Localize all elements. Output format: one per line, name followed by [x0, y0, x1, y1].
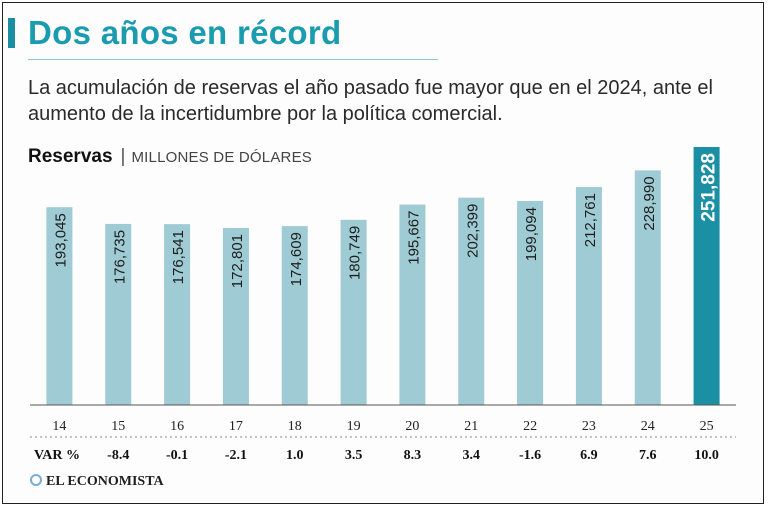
logo-text: EL ECONOMISTA — [46, 474, 164, 489]
title-divider — [28, 59, 438, 60]
x-tick-label: 23 — [582, 419, 596, 434]
var-row-label: VAR % — [34, 448, 80, 463]
x-tick-label: 25 — [700, 419, 714, 434]
x-tick-label: 19 — [347, 419, 361, 434]
bar-value-label: 228,990 — [641, 176, 658, 230]
bar — [340, 219, 367, 405]
x-tick-label: 22 — [523, 419, 537, 434]
logo-icon — [30, 474, 42, 486]
bar-value-label: 251,828 — [699, 153, 720, 222]
var-pct-value: 6.9 — [580, 448, 598, 463]
bar — [399, 204, 426, 405]
bar-value-label: 193,045 — [52, 213, 69, 267]
bar — [458, 197, 485, 405]
bar-value-label: 180,749 — [347, 226, 364, 280]
bar-value-label: 172,801 — [229, 234, 246, 288]
bar — [575, 187, 602, 405]
bar — [105, 223, 132, 405]
bar — [634, 170, 661, 405]
var-pct-value: 3.5 — [345, 448, 363, 463]
unit-label: MILLONES DE DÓLARES — [131, 149, 312, 166]
bar-value-label: 212,761 — [582, 193, 599, 247]
var-pct-value: -2.1 — [225, 448, 247, 463]
x-tick-label: 21 — [464, 419, 478, 434]
x-tick-label: 18 — [288, 419, 302, 434]
bar — [517, 201, 544, 405]
bar — [46, 207, 73, 405]
var-pct-value: -0.1 — [166, 448, 188, 463]
bar — [222, 227, 249, 405]
bar-value-label: 176,541 — [170, 230, 187, 284]
x-tick-label: 20 — [405, 419, 419, 434]
var-pct-value: 8.3 — [404, 448, 422, 463]
bar-value-label: 195,667 — [405, 211, 422, 265]
bar-highlight — [693, 147, 720, 405]
var-pct-value: -8.4 — [107, 448, 129, 463]
var-pct-value: 7.6 — [639, 448, 657, 463]
bar — [164, 224, 191, 405]
x-tick-label: 14 — [52, 419, 66, 434]
x-tick-label: 17 — [229, 419, 243, 434]
x-tick-label: 24 — [641, 419, 655, 434]
title-accent-bar — [8, 18, 15, 48]
series-separator: | — [120, 146, 126, 167]
bar-value-label: 176,735 — [111, 230, 128, 284]
var-pct-value: -1.6 — [519, 448, 541, 463]
x-tick-label: 15 — [111, 419, 125, 434]
bar-value-label: 174,609 — [288, 232, 305, 286]
var-pct-value: 3.4 — [463, 448, 481, 463]
subtitle: La acumulación de reservas el año pasado… — [28, 77, 713, 125]
page-title: Dos años en récord — [28, 14, 342, 51]
var-pct-value: 1.0 — [286, 448, 304, 463]
series-name: Reservas — [28, 146, 113, 167]
series-heading: Reservas | MILLONES DE DÓLARES — [28, 146, 312, 168]
var-pct-value: 10.0 — [694, 448, 719, 463]
x-tick-label: 16 — [170, 419, 184, 434]
bar-value-label: 202,399 — [464, 204, 481, 258]
brand-logo: EL ECONOMISTA — [30, 474, 164, 490]
bar-value-label: 199,094 — [523, 207, 540, 261]
bar — [281, 226, 308, 405]
